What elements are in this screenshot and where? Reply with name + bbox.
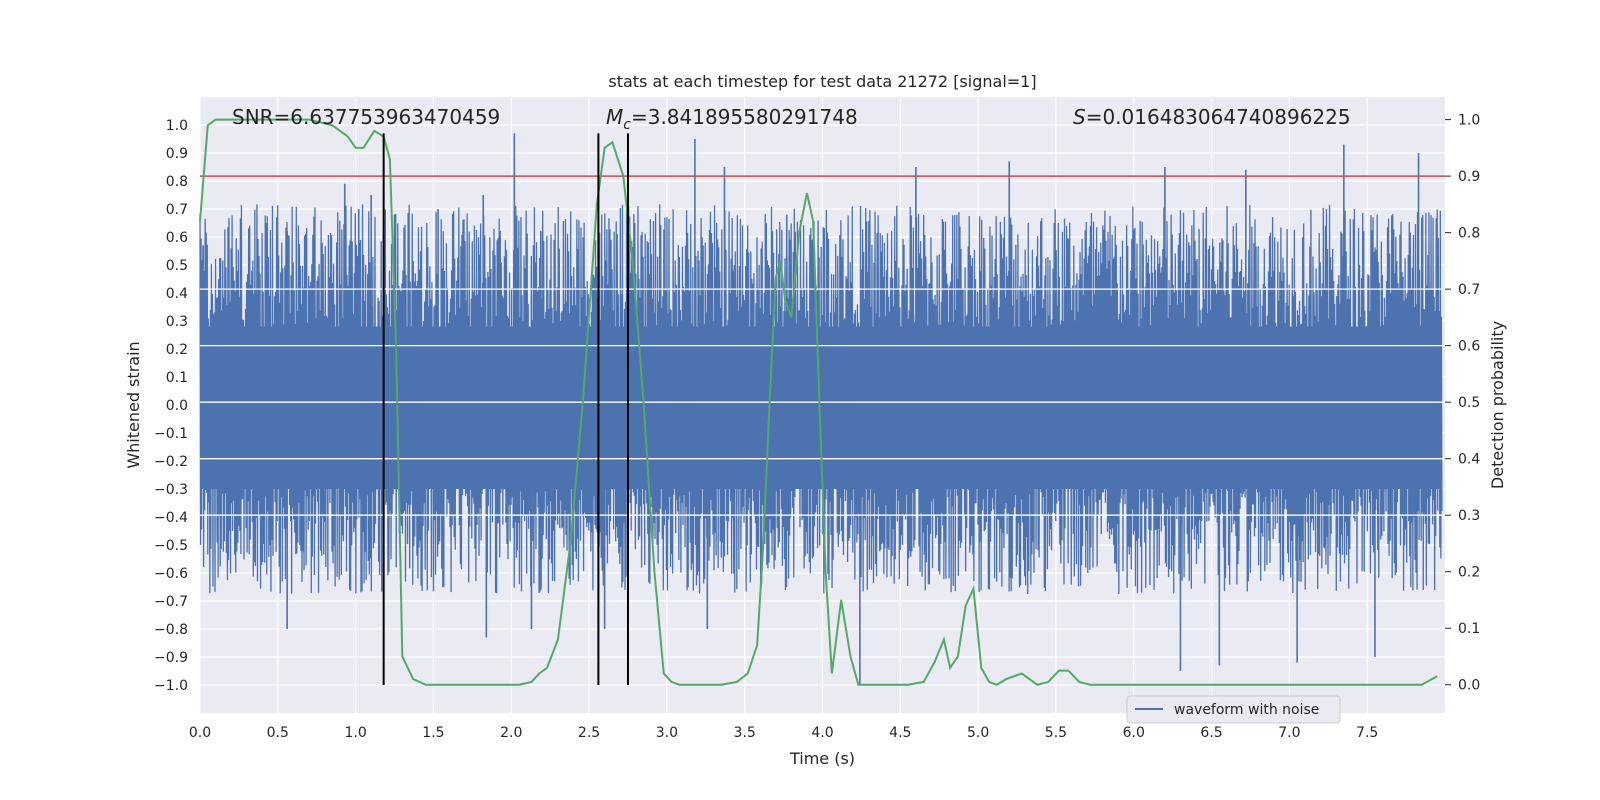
snr-annotation: SNR=6.637753963470459	[232, 105, 500, 129]
y-tick-label: −0.5	[154, 538, 188, 554]
y-tick-label: −1.0	[154, 678, 188, 694]
x-tick-label: 7.0	[1278, 725, 1300, 741]
y-tick-label: 0.0	[166, 398, 188, 414]
x-tick-label: 4.5	[889, 725, 911, 741]
y-right-tick-label: 0.5	[1458, 395, 1480, 411]
y-tick-label: −0.9	[154, 650, 188, 666]
s-annotation: S=0.016483064740896225	[1073, 105, 1351, 129]
x-tick-label: 0.5	[267, 725, 289, 741]
y-tick-label: −0.2	[154, 454, 188, 470]
chirp-mass-subscript: c	[623, 117, 631, 133]
x-tick-label: 2.5	[578, 725, 600, 741]
y-tick-label: −0.6	[154, 566, 188, 582]
y-right-tick-label: 0.3	[1458, 508, 1480, 524]
detection-probability-line	[199, 118, 1438, 686]
y-right-tick-label: 0.2	[1458, 565, 1480, 581]
y-tick-label: −0.1	[154, 426, 188, 442]
x-tick-label: 1.0	[344, 725, 366, 741]
x-axis-label: Time (s)	[789, 749, 855, 768]
y-tick-label: 0.7	[166, 202, 188, 218]
y-tick-label: 0.1	[166, 370, 188, 386]
y-right-tick-label: 0.7	[1458, 282, 1480, 298]
y-right-tick-label: 0.9	[1458, 169, 1480, 185]
x-tick-label: 0.0	[189, 725, 211, 741]
y-axis-right-label: Detection probability	[1488, 321, 1507, 489]
y-tick-label: −0.3	[154, 482, 188, 498]
y-tick-label: 0.5	[166, 258, 188, 274]
x-tick-label: 6.5	[1200, 725, 1222, 741]
x-tick-label: 1.5	[422, 725, 444, 741]
s-value: =0.016483064740896225	[1086, 105, 1351, 129]
x-tick-label: 4.0	[811, 725, 833, 741]
y-tick-label: −0.7	[154, 594, 188, 610]
chart-title: stats at each timestep for test data 212…	[608, 72, 1036, 91]
y-tick-label: 0.8	[166, 174, 188, 190]
y-tick-label: 0.9	[166, 146, 188, 162]
overlay-lines	[199, 118, 1445, 686]
x-tick-label: 3.5	[734, 725, 756, 741]
tick-labels: 0.0 0.5 1.0 1.5 2.0 2.5 3.0 3.5 4.0 4.5 5.0 5.5 6.0 6…	[154, 113, 1480, 741]
x-tick-label: 3.0	[656, 725, 678, 741]
y-tick-label: 0.3	[166, 314, 188, 330]
chirp-mass-value: =3.841895580291748	[631, 105, 858, 129]
legend-label-waveform: waveform with noise	[1174, 702, 1319, 718]
y-tick-label: 0.6	[166, 230, 188, 246]
y-right-tick-label: 0.0	[1458, 678, 1480, 694]
y-right-tick-label: 0.8	[1458, 226, 1480, 242]
chirp-mass-symbol: M	[606, 105, 623, 129]
y-right-tick-label: 0.4	[1458, 452, 1480, 468]
y-tick-label: −0.4	[154, 510, 188, 526]
s-symbol: S	[1073, 105, 1086, 129]
chirp-mass-annotation: Mc=3.841895580291748	[606, 105, 858, 133]
x-tick-label: 6.0	[1123, 725, 1145, 741]
legend-box	[1126, 695, 1341, 724]
x-tick-label: 5.5	[1045, 725, 1067, 741]
y-axis-label: Whitened strain	[124, 341, 143, 468]
y-right-tick-label: 0.6	[1458, 339, 1480, 355]
y-right-tick-label: 0.1	[1458, 621, 1480, 637]
y-tick-label: −0.8	[154, 622, 188, 638]
y-tick-label: 1.0	[166, 118, 188, 134]
y-tick-label: 0.2	[166, 342, 188, 358]
x-tick-label: 7.5	[1356, 725, 1378, 741]
y-tick-label: 0.4	[166, 286, 188, 302]
x-tick-label: 5.0	[967, 725, 989, 741]
legend: waveform with noise	[1126, 695, 1341, 724]
y-right-tick-label: 1.0	[1458, 113, 1480, 129]
x-tick-label: 2.0	[500, 725, 522, 741]
